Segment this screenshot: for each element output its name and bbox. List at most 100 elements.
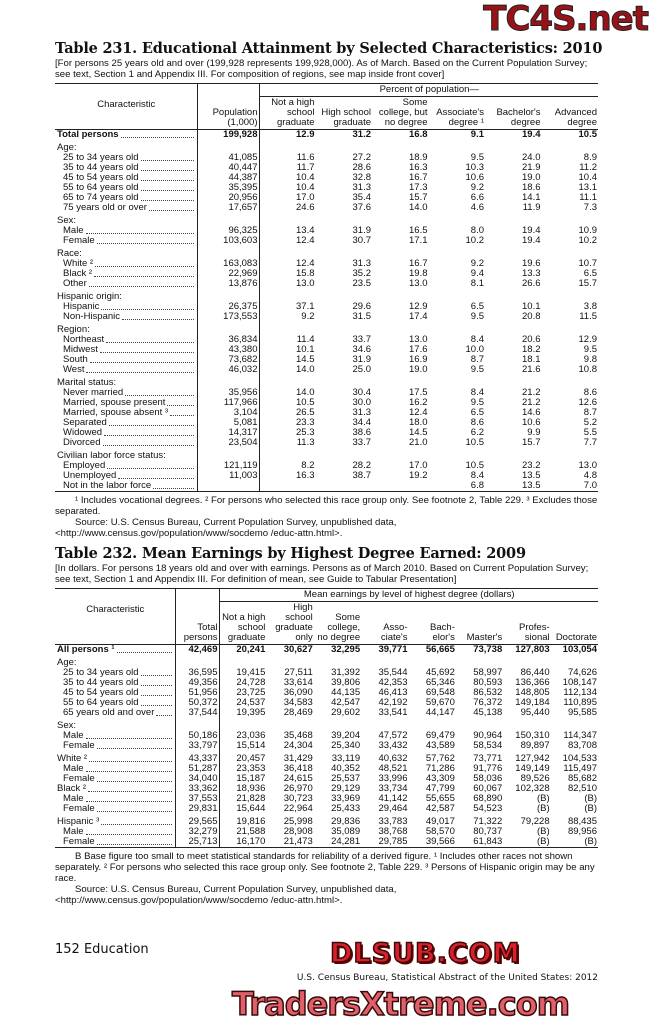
cell: 42,587 — [425, 803, 455, 815]
cell: 33,734 — [378, 783, 408, 795]
cell: 30,627 — [283, 644, 313, 656]
cell: 23.3 — [258, 418, 316, 429]
cell: 95,585 — [567, 707, 597, 719]
dot-leader — [96, 781, 172, 783]
cell: 25,340 — [331, 740, 361, 752]
row-label-text: Male — [63, 763, 84, 775]
dot-leader — [102, 445, 194, 447]
row-label-text: 45 to 54 years old — [63, 687, 139, 699]
cell: 26.5 — [258, 408, 316, 419]
cell: 14.0 — [258, 365, 316, 376]
table-row: Female 34,040 15,187 24,615 25,537 33,996 43,3… — [55, 774, 598, 785]
cell: 44,387 — [196, 173, 259, 184]
cell: 73,771 — [473, 753, 503, 765]
row-label: Married, spouse absent ³ — [55, 408, 197, 418]
row-label: 25 to 34 years old — [55, 668, 175, 678]
cell: 29,602 — [331, 707, 361, 719]
cell: 8.4 — [470, 470, 484, 482]
row-label: Male — [55, 764, 175, 774]
cell: 40,447 — [196, 163, 259, 174]
row-label-text: 55 to 64 years old — [63, 182, 139, 194]
cell: 35,395 — [196, 183, 259, 194]
cell: 17.4 — [409, 311, 428, 323]
cell: 33,432 — [378, 740, 408, 752]
cell: 10.1 — [522, 301, 541, 313]
row-label-wrap: Female — [57, 236, 196, 246]
cell: 19,395 — [218, 708, 267, 719]
cell: 29,785 — [361, 837, 409, 849]
cell: 11,003 — [196, 471, 259, 482]
cell: 13.3 — [522, 268, 541, 280]
row-label: 65 years old and over — [55, 708, 175, 718]
cell: 80,737 — [473, 826, 503, 838]
row-label-text: Northeast — [63, 334, 105, 346]
cell: 15.7 — [409, 192, 428, 204]
group-header-row: Age: — [55, 140, 598, 154]
dot-leader — [116, 652, 172, 654]
col-header-characteristic: Characteristic — [55, 588, 175, 646]
row-label-wrap: All persons ¹ — [57, 645, 174, 655]
cell: 149,149 — [515, 763, 550, 775]
cell — [218, 655, 267, 669]
table-row: Female 103,603 12.4 30.7 17.1 10.2 19.4 10.2 — [55, 235, 598, 247]
cell: 96,325 — [196, 226, 259, 237]
cell: (B) — [503, 837, 551, 849]
cell: 149,184 — [515, 697, 550, 709]
row-label: Northeast — [55, 335, 197, 345]
cell — [372, 481, 429, 493]
cell: 41,085 — [196, 153, 259, 164]
dot-leader — [85, 834, 172, 836]
cell: 9.2 — [470, 182, 484, 194]
row-label-text: 65 to 74 years old — [63, 192, 139, 204]
cell: 8.7 — [470, 354, 484, 366]
cell: 51,956 — [174, 688, 219, 699]
table-row: Separated 5,081 23.3 34.4 18.0 8.6 10.6 5.2 — [55, 418, 598, 429]
cell: 73,682 — [196, 355, 259, 366]
cell: 8.7 — [583, 407, 597, 419]
table-row: White ² 163,083 12.4 31.3 16.7 9.2 19.6 10.7 — [55, 259, 598, 270]
row-label-wrap: 35 to 44 years old — [57, 678, 174, 688]
cell: 13.5 — [522, 470, 541, 482]
cell: 49,356 — [174, 678, 219, 689]
row-label: Divorced — [55, 438, 197, 448]
cell: 19.4 — [522, 235, 541, 247]
cell: 34,040 — [174, 774, 219, 785]
dot-leader — [104, 435, 194, 437]
row-label-wrap: Black ² — [57, 269, 196, 279]
cell: 11.4 — [258, 335, 316, 346]
row-label-text: Married, spouse absent ³ — [63, 407, 169, 419]
row-label-text: Female — [63, 740, 95, 752]
cell — [218, 718, 267, 732]
col-header-total: Total persons — [174, 588, 219, 646]
table-row: 75 years old or over 17,657 24.6 37.6 14.0 4.… — [55, 203, 598, 214]
cell: 13.0 — [578, 460, 598, 472]
cell: 136,366 — [515, 677, 550, 689]
table-row: Male 37,553 21,828 30,723 33,969 41,142 55,655… — [55, 793, 598, 805]
cell: 110,895 — [563, 697, 597, 709]
dot-leader — [108, 425, 194, 427]
cell: 16.2 — [409, 397, 428, 409]
row-label: Female — [55, 774, 175, 784]
cell: 16.9 — [409, 354, 428, 366]
page-number: 152 Education — [55, 942, 149, 957]
cell: 65,346 — [425, 677, 455, 689]
dot-leader — [85, 738, 172, 740]
row-label-text: Male — [63, 793, 84, 805]
row-label-text: Male — [63, 826, 84, 838]
cell: 35,956 — [196, 388, 259, 399]
cell: (B) — [536, 803, 550, 815]
cell: 18.2 — [522, 344, 541, 356]
dot-leader — [94, 276, 194, 278]
row-label: Widowed — [55, 428, 197, 438]
cell: 26.6 — [522, 278, 541, 290]
cell: 17.6 — [409, 344, 428, 356]
cell: 10.4 — [258, 183, 316, 194]
content-column: Table 231. Educational Attainment by Sel… — [55, 40, 602, 906]
cell: 82,510 — [567, 783, 597, 795]
cell: 17,657 — [196, 203, 259, 214]
cell — [258, 140, 316, 154]
dot-leader — [118, 478, 194, 480]
cell: 21.0 — [409, 437, 428, 449]
cell: 11.7 — [258, 163, 316, 174]
cell: 9.5 — [470, 397, 484, 409]
